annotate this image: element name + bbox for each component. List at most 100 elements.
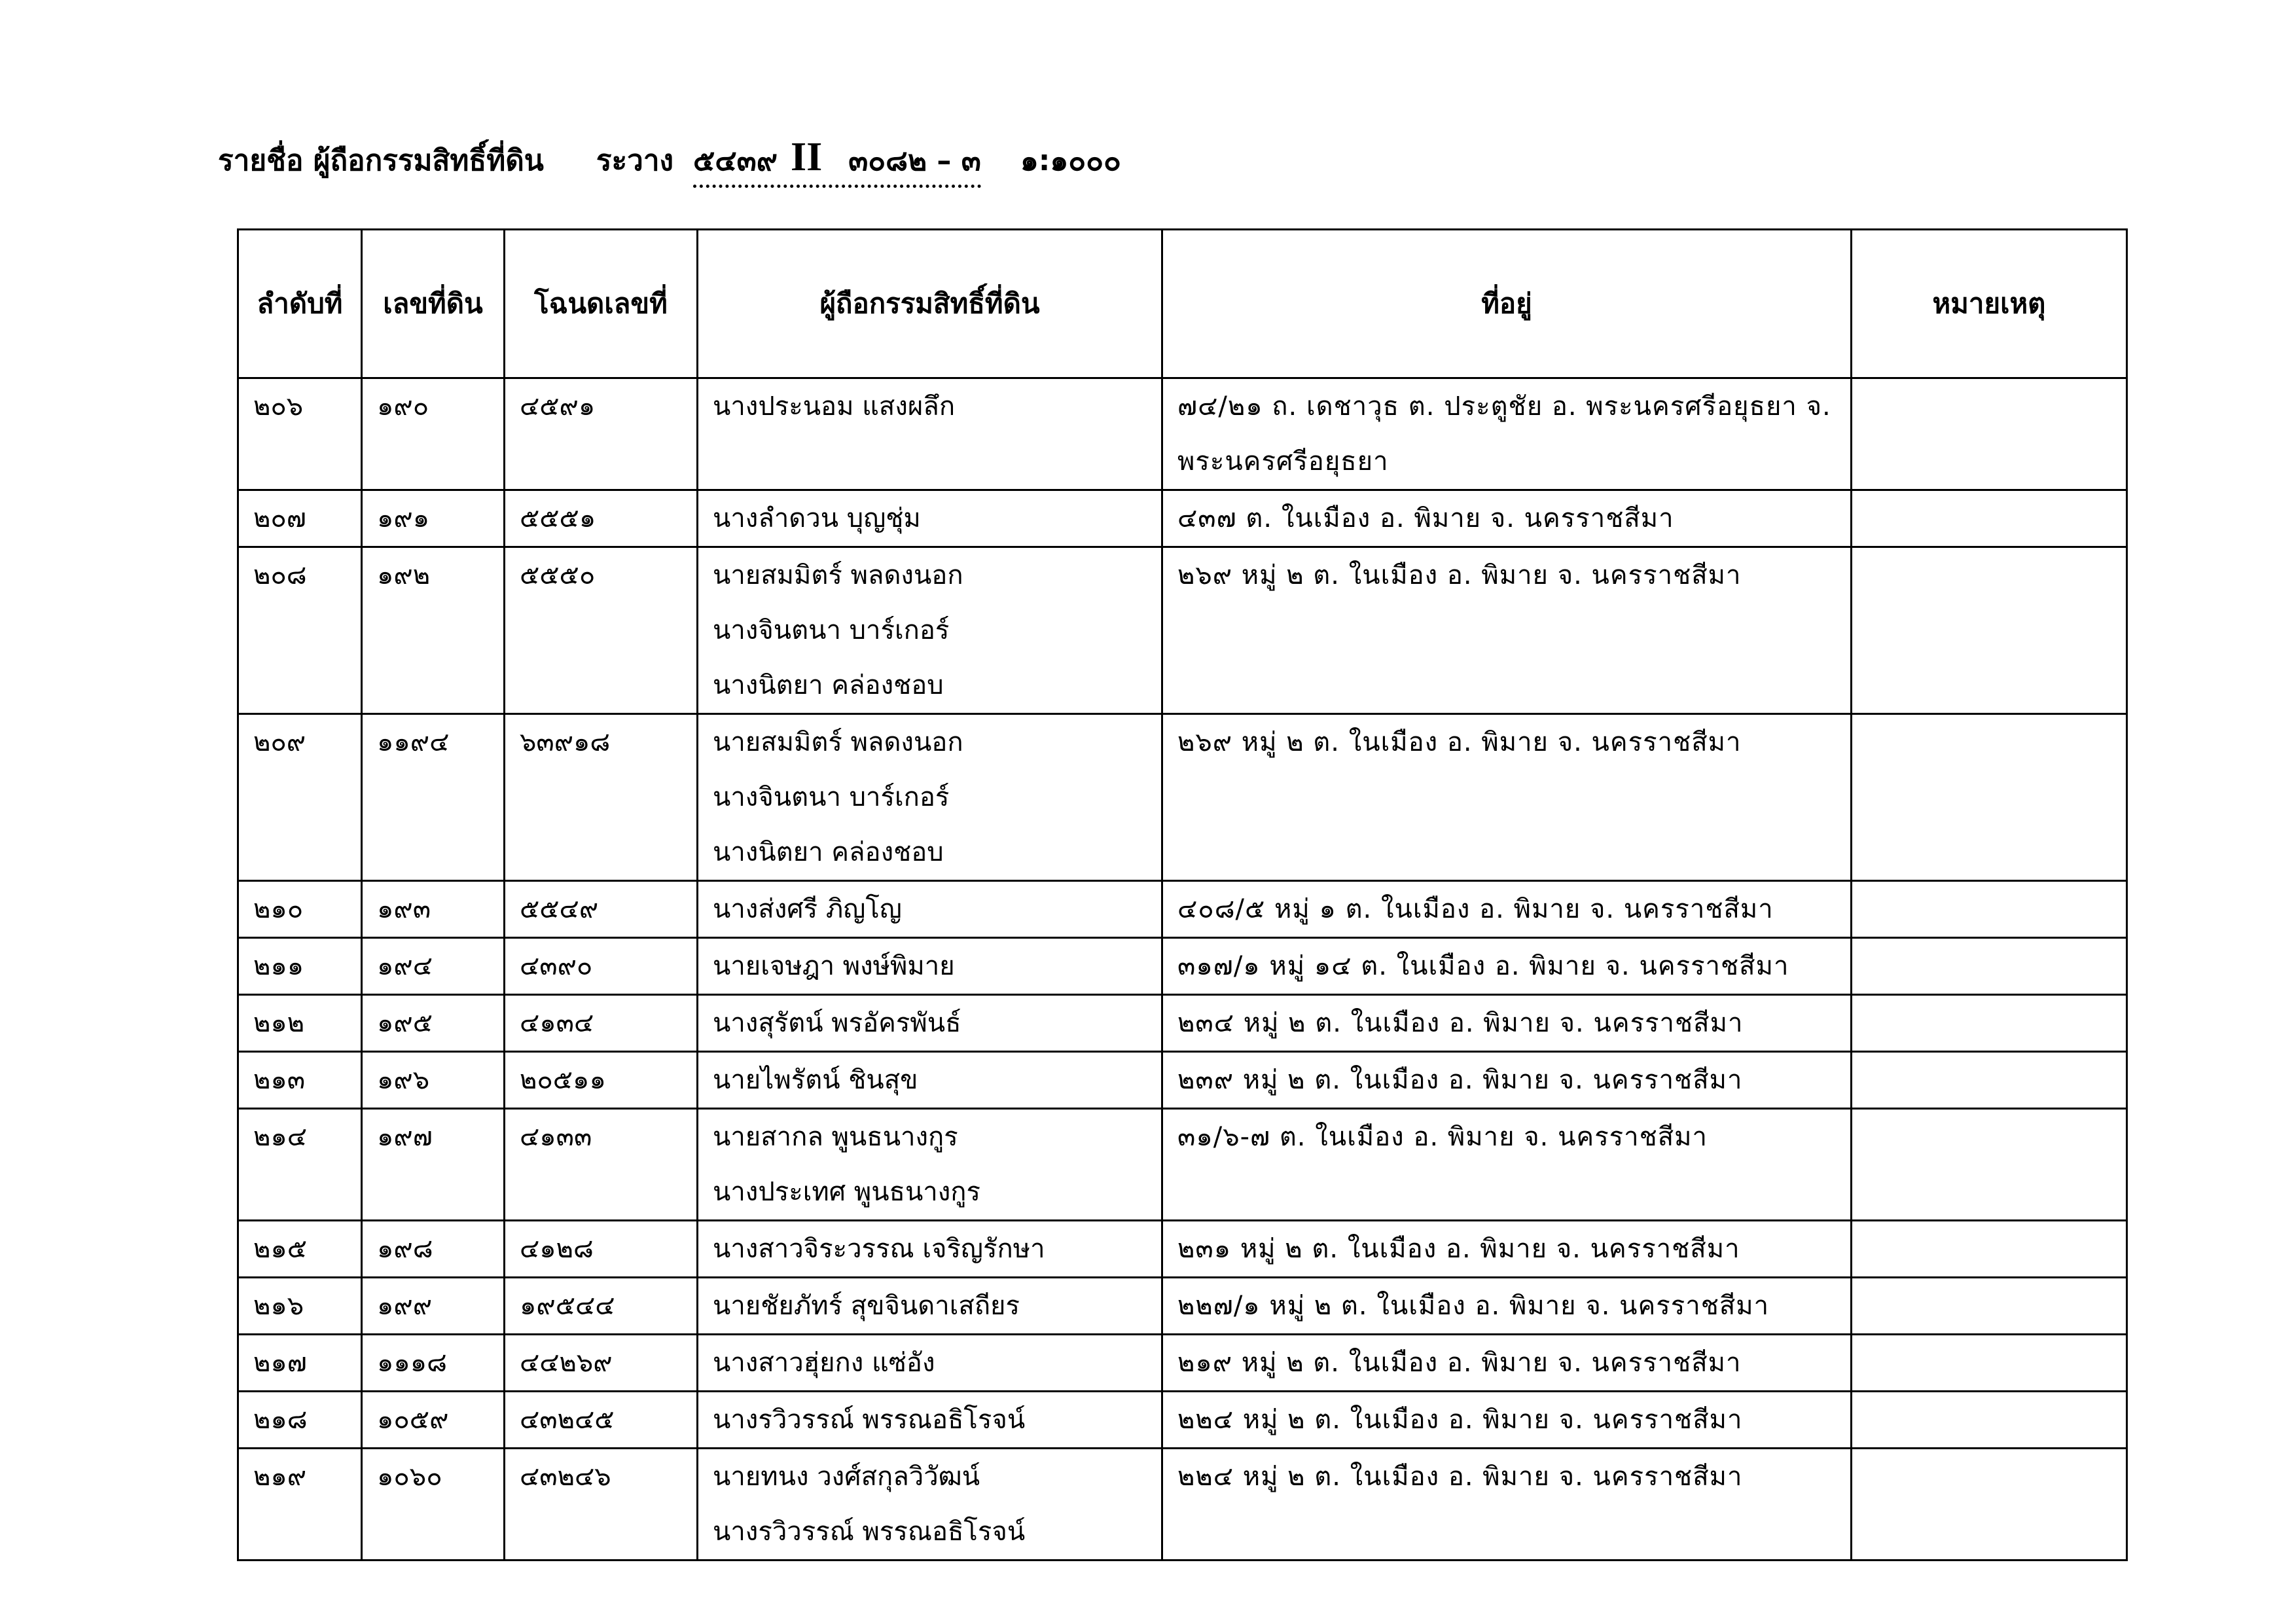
header-deed: โฉนดเลขที่ [503,228,698,379]
cell-note [1850,1276,2128,1335]
address-line: ๒๓๑ หมู่ ๒ ต. ในเมือง อ. พิมาย จ. นครราช… [1177,1234,1740,1264]
cell-parcel: ๑๙๘ [361,1219,505,1278]
owner-name: นางประเทศ พูนธนางกูร [713,1177,981,1207]
owner-name: นางจินตนา บาร์เกอร์ [713,782,950,812]
cell-owners: นางประนอม แสงผลึก [696,377,1163,491]
cell-order: ๒๐๘ [237,546,363,715]
cell-owners: นางสาวฮุ่ยกง แซ่อัง [696,1333,1163,1392]
sheet-reference: ๕๔๓๙ II ๓๐๘๒ – ๓ [693,134,981,188]
cell-note [1850,546,2128,715]
cell-note [1850,377,2128,491]
cell-parcel: ๑๙๒ [361,546,505,715]
cell-parcel: ๑๙๔ [361,937,505,996]
cell-deed: ๒๐๕๑๑ [503,1051,698,1110]
cell-parcel: ๑๙๕ [361,994,505,1053]
title-label: รายชื่อ ผู้ถือกรรมสิทธิ์ที่ดิน [218,144,544,177]
cell-order: ๒๑๙ [237,1447,363,1561]
cell-owners: นายสมมิตร์ พลดงนอก นางจินตนา บาร์เกอร์ นาง… [696,546,1163,715]
cell-address: ๔๐๘/๕ หมู่ ๑ ต. ในเมือง อ. พิมาย จ. นครร… [1161,880,1852,939]
owner-name: นายเจษฎา พงษ์พิมาย [713,951,955,981]
cell-order: ๒๑๓ [237,1051,363,1110]
cell-address: ๒๒๔ หมู่ ๒ ต. ในเมือง อ. พิมาย จ. นครราช… [1161,1447,1852,1561]
cell-parcel: ๑๐๖๐ [361,1447,505,1561]
table-row: ๒๑๒ ๑๙๕ ๔๑๓๔ นางสุรัตน์ พรอัครพันธ์ ๒๓๔ หมู่… [237,994,2128,1053]
table-row: ๒๑๕ ๑๙๘ ๔๑๒๘ นางสาวจิระวรรณ เจริญรักษา ๒๓๑ ห… [237,1219,2128,1278]
cell-deed: ๖๓๙๑๘ [503,713,698,882]
address-line: ๒๖๙ หมู่ ๒ ต. ในเมือง อ. พิมาย จ. นครราช… [1177,727,1742,757]
address-line: พระนครศรีอยุธยา [1177,446,1389,477]
cell-order: ๒๐๙ [237,713,363,882]
owner-name: นายไพรัตน์ ชินสุข [713,1065,918,1095]
cell-owners: นายสากล พูนธนางกูรนางประเทศ พูนธนางกูร [696,1108,1163,1221]
owner-name: นายสากล พูนธนางกูร [713,1122,958,1152]
table-row: ๒๑๙ ๑๐๖๐ ๔๓๒๔๖ นายทนง วงศ์สกุลวิวัฒน์ นางรวิ… [237,1447,2128,1561]
cell-note [1850,1219,2128,1278]
address-line: ๒๒๔ หมู่ ๒ ต. ในเมือง อ. พิมาย จ. นครราช… [1177,1462,1743,1492]
cell-deed: ๔๑๒๘ [503,1219,698,1278]
cell-address: ๒๓๔ หมู่ ๒ ต. ในเมือง อ. พิมาย จ. นครราช… [1161,994,1852,1053]
cell-owners: นายไพรัตน์ ชินสุข [696,1051,1163,1110]
cell-order: ๒๑๐ [237,880,363,939]
cell-deed: ๔๓๙๐ [503,937,698,996]
owner-name: นางส่งศรี ภิญโญ [713,894,902,924]
sheet-sub: ๓๐๘๒ – ๓ [848,144,981,177]
address-line: ๒๓๙ หมู่ ๒ ต. ในเมือง อ. พิมาย จ. นครราช… [1177,1065,1743,1095]
cell-note [1850,1051,2128,1110]
owner-name: นางนิตยา คล่องชอบ [713,670,944,700]
cell-deed: ๕๕๕๐ [503,546,698,715]
cell-owners: นายทนง วงศ์สกุลวิวัฒน์ นางรวิวรรณ์ พรรณอธ… [696,1447,1163,1561]
cell-owners: นายชัยภัทร์ สุขจินดาเสถียร [696,1276,1163,1335]
cell-address: ๒๒๔ หมู่ ๒ ต. ในเมือง อ. พิมาย จ. นครราช… [1161,1390,1852,1449]
cell-order: ๒๑๔ [237,1108,363,1221]
table-row: ๒๑๓ ๑๙๖ ๒๐๕๑๑ นายไพรัตน์ ชินสุข ๒๓๙ หมู่ ๒ ต… [237,1051,2128,1110]
table-row: ๒๑๖ ๑๙๙ ๑๙๕๔๔ นายชัยภัทร์ สุขจินดาเสถียร ๒๒๗… [237,1276,2128,1335]
cell-order: ๒๑๒ [237,994,363,1053]
address-line: ๔๓๗ ต. ในเมือง อ. พิมาย จ. นครราชสีมา [1177,503,1674,533]
cell-address: ๒๖๙ หมู่ ๒ ต. ในเมือง อ. พิมาย จ. นครราช… [1161,546,1852,715]
address-line: ๒๒๗/๑ หมู่ ๒ ต. ในเมือง อ. พิมาย จ. นครร… [1177,1291,1770,1321]
table-row: ๒๑๑ ๑๙๔ ๔๓๙๐ นายเจษฎา พงษ์พิมาย ๓๑๗/๑ หมู่ ๑… [237,937,2128,996]
address-line: ๓๑/๖-๗ ต. ในเมือง อ. พิมาย จ. นครราชสีมา [1177,1122,1708,1152]
cell-address: ๓๑/๖-๗ ต. ในเมือง อ. พิมาย จ. นครราชสีมา [1161,1108,1852,1221]
address-line: ๒๖๙ หมู่ ๒ ต. ในเมือง อ. พิมาย จ. นครราช… [1177,560,1742,590]
header-parcel: เลขที่ดิน [361,228,505,379]
cell-note [1850,937,2128,996]
sheet-number: ๕๔๓๙ [693,144,778,177]
table-row: ๒๐๖ ๑๙๐ ๔๕๙๑ นางประนอม แสงผลึก ๗๔/๒๑ ถ. เดชา… [237,377,2128,491]
cell-deed: ๔๕๙๑ [503,377,698,491]
cell-owners: นางสุรัตน์ พรอัครพันธ์ [696,994,1163,1053]
cell-parcel: ๑๑๑๘ [361,1333,505,1392]
header-address: ที่อยู่ [1161,228,1852,379]
cell-order: ๒๑๘ [237,1390,363,1449]
cell-address: ๓๑๗/๑ หมู่ ๑๔ ต. ในเมือง อ. พิมาย จ. นคร… [1161,937,1852,996]
cell-parcel: ๑๙๓ [361,880,505,939]
cell-address: ๒๓๙ หมู่ ๒ ต. ในเมือง อ. พิมาย จ. นครราช… [1161,1051,1852,1110]
owner-name: นางรวิวรรณ์ พรรณอธิโรจน์ [713,1405,1026,1435]
header-note: หมายเหตุ [1850,228,2128,379]
cell-deed: ๔๔๒๖๙ [503,1333,698,1392]
cell-owners: นางส่งศรี ภิญโญ [696,880,1163,939]
address-line: ๗๔/๒๑ ถ. เดชาวุธ ต. ประตูชัย อ. พระนครศร… [1177,391,1831,422]
cell-owners: นายสมมิตร์ พลดงนอก นางจินตนา บาร์เกอร์ นาง… [696,713,1163,882]
table-row: ๒๐๘ ๑๙๒ ๕๕๕๐ นายสมมิตร์ พลดงนอก นางจินตนา บา… [237,546,2128,715]
landowner-table: ลำดับที่ เลขที่ดิน โฉนดเลขที่ ผู้ถือกรรม… [237,228,2128,1561]
cell-address: ๗๔/๒๑ ถ. เดชาวุธ ต. ประตูชัย อ. พระนครศร… [1161,377,1852,491]
cell-owners: นางลำดวน บุญชุ่ม [696,489,1163,548]
cell-note [1850,880,2128,939]
owner-name: นางประนอม แสงผลึก [713,391,956,422]
cell-note [1850,489,2128,548]
table-row: ๒๑๐ ๑๙๓ ๕๕๔๙ นางส่งศรี ภิญโญ ๔๐๘/๕ หมู่ ๑ ต.… [237,880,2128,939]
owner-name: นางจินตนา บาร์เกอร์ [713,615,950,645]
cell-parcel: ๑๙๗ [361,1108,505,1221]
cell-deed: ๔๓๒๔๕ [503,1390,698,1449]
cell-deed: ๔๑๓๔ [503,994,698,1053]
cell-note [1850,1447,2128,1561]
table-row: ๒๑๔ ๑๙๗ ๔๑๓๓ นายสากล พูนธนางกูร นางประเทศ พู… [237,1108,2128,1221]
cell-deed: ๕๕๔๙ [503,880,698,939]
cell-parcel: ๑๙๐ [361,377,505,491]
map-scale: ๑:๑๐๐๐ [1020,144,1121,177]
cell-deed: ๑๙๕๔๔ [503,1276,698,1335]
header-owner: ผู้ถือกรรมสิทธิ์ที่ดิน [696,228,1163,379]
address-line: ๔๐๘/๕ หมู่ ๑ ต. ในเมือง อ. พิมาย จ. นครร… [1177,894,1774,924]
address-line: ๒๑๙ หมู่ ๒ ต. ในเมือง อ. พิมาย จ. นครราช… [1177,1348,1742,1378]
